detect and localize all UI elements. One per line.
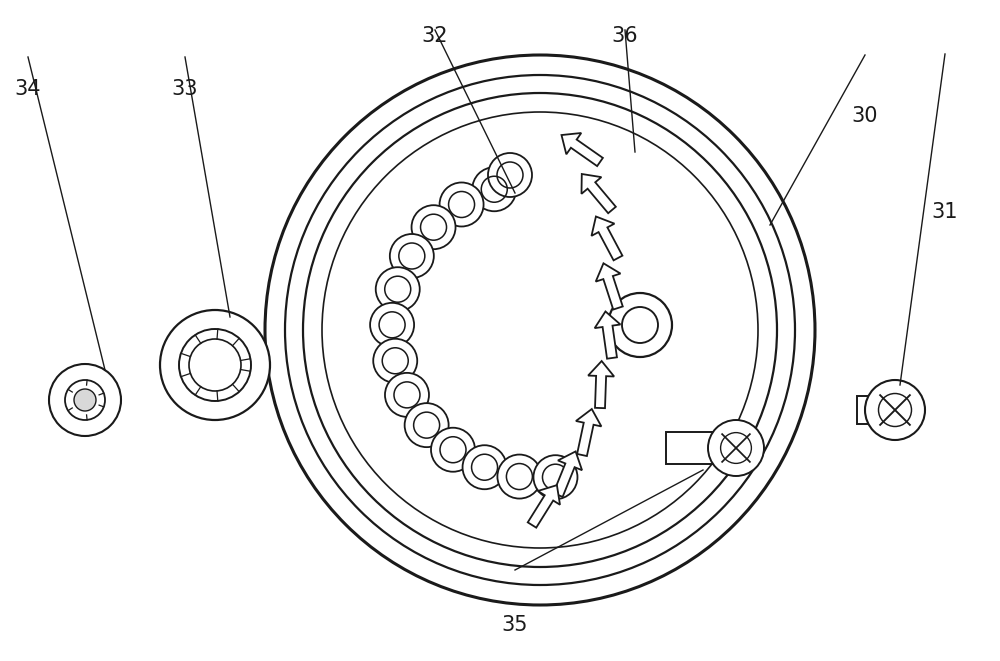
- Text: 36: 36: [612, 26, 638, 46]
- Circle shape: [412, 205, 456, 249]
- Circle shape: [488, 153, 532, 197]
- Circle shape: [472, 167, 516, 212]
- Circle shape: [405, 403, 449, 447]
- Circle shape: [373, 339, 417, 383]
- Circle shape: [179, 329, 251, 401]
- Bar: [666, 432, 728, 464]
- Circle shape: [533, 455, 577, 499]
- Text: 33: 33: [172, 79, 198, 99]
- Polygon shape: [561, 133, 603, 166]
- Circle shape: [74, 389, 96, 411]
- Polygon shape: [596, 263, 623, 309]
- Text: 34: 34: [15, 79, 41, 99]
- Text: 30: 30: [852, 106, 878, 126]
- Circle shape: [160, 310, 270, 420]
- Circle shape: [431, 428, 475, 472]
- Circle shape: [65, 380, 105, 420]
- Circle shape: [370, 303, 414, 347]
- Circle shape: [303, 93, 777, 567]
- Circle shape: [440, 182, 484, 227]
- Polygon shape: [581, 174, 616, 214]
- Polygon shape: [528, 485, 560, 527]
- Polygon shape: [553, 451, 582, 497]
- Circle shape: [189, 339, 241, 391]
- Text: 35: 35: [502, 615, 528, 635]
- Text: 31: 31: [932, 202, 958, 221]
- Circle shape: [463, 446, 507, 489]
- Polygon shape: [591, 217, 622, 260]
- Circle shape: [865, 380, 925, 440]
- Circle shape: [608, 293, 672, 357]
- Polygon shape: [595, 311, 620, 359]
- Circle shape: [497, 455, 541, 498]
- Text: 32: 32: [422, 26, 448, 46]
- Circle shape: [385, 373, 429, 417]
- Circle shape: [390, 234, 434, 278]
- Polygon shape: [576, 409, 601, 456]
- Circle shape: [708, 420, 764, 476]
- Circle shape: [376, 267, 420, 311]
- Bar: [857, 396, 895, 424]
- Circle shape: [49, 364, 121, 436]
- Polygon shape: [588, 361, 614, 408]
